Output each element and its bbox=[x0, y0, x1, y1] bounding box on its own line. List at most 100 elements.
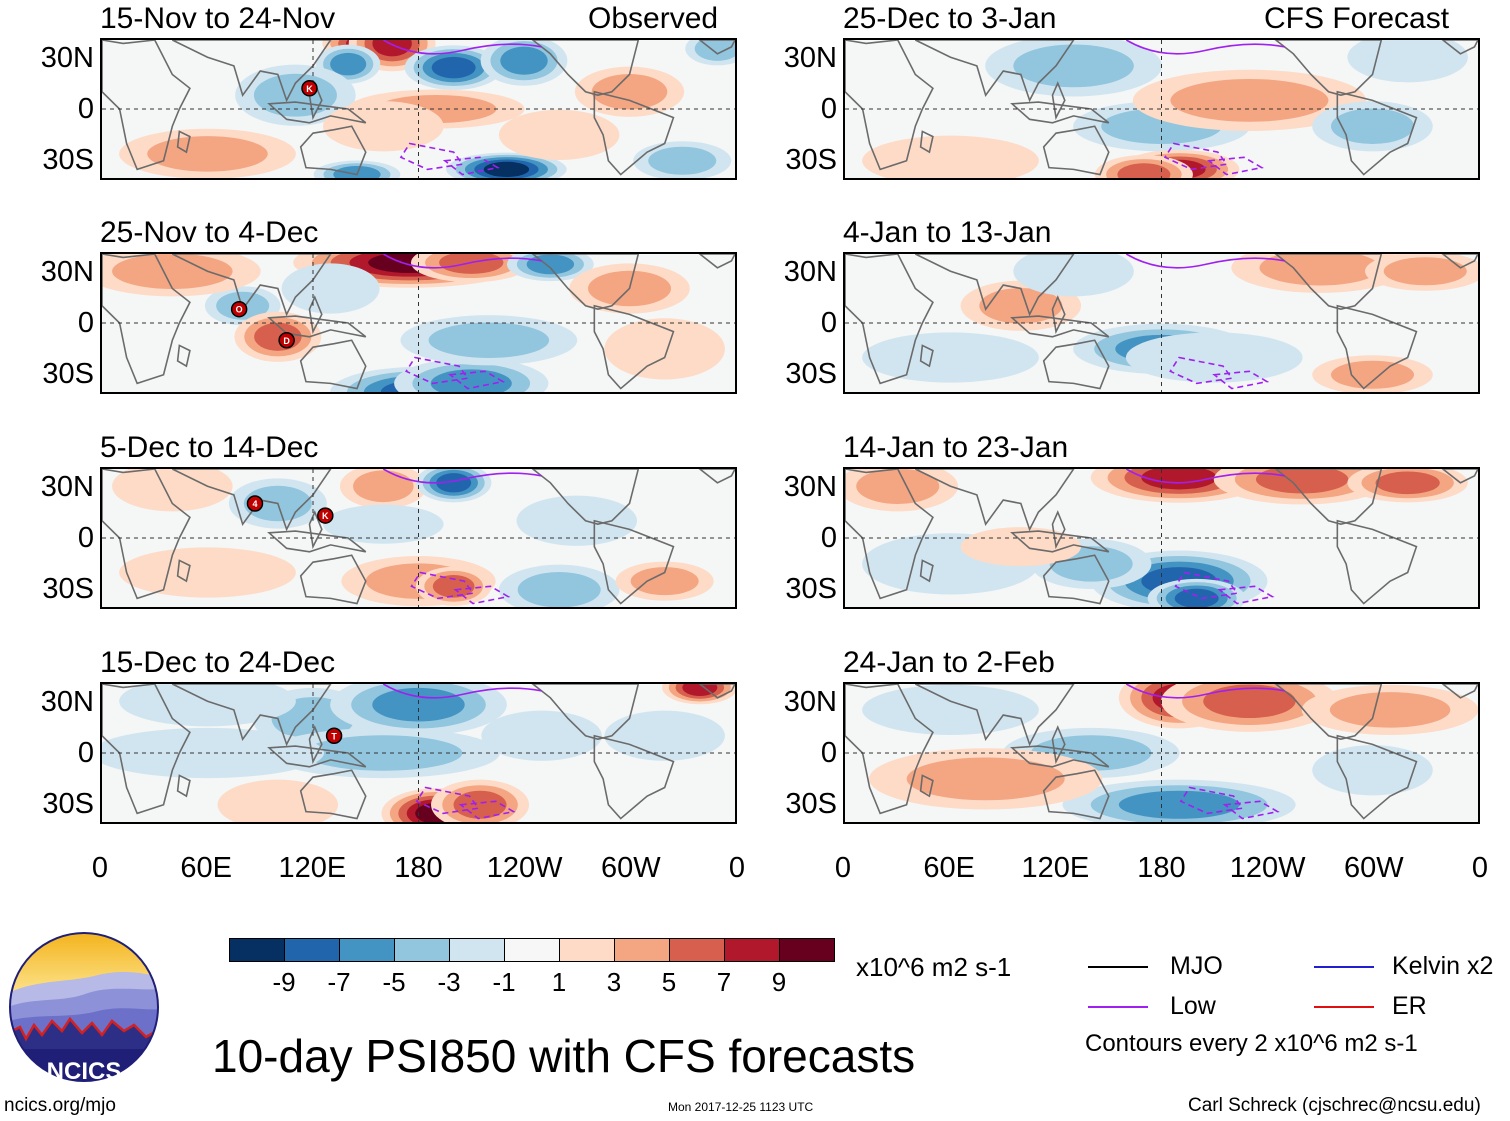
anomaly-contour bbox=[333, 166, 381, 178]
storm-label: K bbox=[306, 84, 313, 94]
latitude-label: 30N bbox=[40, 256, 94, 288]
anomaly-contour bbox=[119, 684, 296, 727]
storm-label: D bbox=[283, 336, 290, 346]
coastline bbox=[267, 101, 367, 124]
panel-title: 24-Jan to 2-Feb bbox=[843, 646, 1055, 679]
coastline bbox=[1051, 725, 1066, 765]
anomaly-contour bbox=[862, 684, 1039, 735]
anomaly-contour bbox=[1013, 254, 1134, 297]
latitude-label: 30N bbox=[40, 471, 94, 503]
coastline bbox=[299, 769, 367, 820]
colorbar-swatch bbox=[229, 938, 285, 962]
coastline bbox=[914, 469, 1075, 532]
longitude-label: 120W bbox=[486, 852, 563, 884]
anomaly-contour bbox=[323, 504, 444, 544]
coastline bbox=[299, 339, 367, 390]
anomaly-contour bbox=[428, 322, 550, 358]
panel-title: 15-Dec to 24-Dec bbox=[100, 646, 336, 679]
anomaly-contour bbox=[517, 572, 601, 607]
coastline bbox=[698, 40, 735, 55]
latitude-label: 30S bbox=[42, 788, 94, 820]
longitude-label: 120E bbox=[1021, 852, 1090, 884]
logo-text: NCICS bbox=[47, 1058, 122, 1083]
colorbar-tick-label: -9 bbox=[272, 967, 296, 997]
footer-credit: Carl Schreck (cjschrec@ncsu.edu) bbox=[1188, 1095, 1481, 1116]
panel-title: 5-Dec to 14-Dec bbox=[100, 431, 319, 464]
psi850-map-panel bbox=[843, 467, 1480, 609]
coastline bbox=[171, 469, 332, 532]
coastline bbox=[1010, 530, 1110, 553]
units-label: x10^6 m2 s-1 bbox=[856, 952, 1012, 982]
coastline bbox=[299, 125, 367, 176]
legend-low-line bbox=[1088, 1006, 1148, 1008]
anomaly-contour bbox=[856, 469, 940, 504]
psi850-map-panel: K bbox=[100, 38, 737, 180]
anomaly-contour bbox=[1375, 471, 1440, 495]
coastline bbox=[308, 510, 323, 550]
coastline bbox=[267, 530, 367, 553]
panel-title: 25-Dec to 3-Jan bbox=[843, 2, 1057, 35]
colorbar-tick-label: 1 bbox=[551, 967, 567, 997]
colorbar-tick-label: -7 bbox=[327, 967, 351, 997]
coastline bbox=[593, 304, 675, 390]
coastline bbox=[1051, 295, 1066, 335]
latitude-label: 30N bbox=[40, 686, 94, 718]
coastline bbox=[176, 774, 191, 798]
anomaly-contour bbox=[516, 495, 638, 546]
storm-marker: O bbox=[230, 300, 248, 318]
colorbar-tick-label: -5 bbox=[382, 967, 406, 997]
observed-header: Observed bbox=[588, 2, 719, 35]
latitude-label: 0 bbox=[77, 307, 94, 339]
storm-marker: K bbox=[317, 507, 334, 524]
coastline bbox=[308, 725, 323, 765]
latitude-label: 30S bbox=[785, 358, 837, 390]
colorbar-tick-label: 9 bbox=[771, 967, 787, 997]
coastline bbox=[1051, 81, 1066, 121]
anomaly-contour bbox=[1330, 360, 1415, 389]
anomaly-contour bbox=[682, 684, 718, 696]
coastline bbox=[1274, 40, 1383, 97]
coastline bbox=[1010, 745, 1110, 768]
longitude-label: 0 bbox=[728, 852, 746, 884]
low-contour-solid bbox=[382, 469, 542, 484]
anomaly-contour bbox=[102, 727, 324, 779]
coastline bbox=[299, 554, 367, 605]
coastline bbox=[1274, 254, 1383, 311]
colorbar-swatch bbox=[394, 938, 450, 962]
longitude-label: 180 bbox=[394, 852, 443, 884]
coastline bbox=[1051, 510, 1066, 550]
longitude-label: 120E bbox=[278, 852, 347, 884]
latitude-label: 0 bbox=[820, 93, 837, 125]
latitude-label: 0 bbox=[820, 522, 837, 554]
anomaly-contour bbox=[906, 757, 1065, 801]
colorbar-tick-label: 3 bbox=[606, 967, 622, 997]
latitude-label: 30S bbox=[42, 144, 94, 176]
anomaly-contour bbox=[648, 146, 717, 175]
psi850-map-panel bbox=[843, 682, 1480, 824]
colorbar-swatch bbox=[669, 938, 725, 962]
anomaly-contour bbox=[436, 473, 472, 493]
coastline bbox=[171, 684, 332, 747]
contour-note: Contours every 2 x10^6 m2 s-1 bbox=[1085, 1030, 1418, 1057]
footer-url[interactable]: ncics.org/mjo bbox=[4, 1095, 116, 1116]
latitude-label: 30N bbox=[783, 686, 837, 718]
longitude-label: 60W bbox=[601, 852, 661, 884]
storm-marker: 4 bbox=[246, 495, 264, 512]
coastline bbox=[1441, 254, 1478, 269]
panel-title: 4-Jan to 13-Jan bbox=[843, 216, 1052, 249]
anomaly-contour bbox=[1330, 108, 1415, 144]
anomaly-contour bbox=[1383, 257, 1467, 286]
anomaly-contour bbox=[1259, 254, 1380, 286]
low-contour-solid bbox=[1125, 684, 1285, 699]
coastline bbox=[919, 344, 934, 368]
anomaly-contour bbox=[630, 567, 699, 596]
anomaly-contour bbox=[604, 710, 725, 761]
anomaly-contour bbox=[1203, 684, 1296, 719]
colorbar-swatch bbox=[559, 938, 615, 962]
coastline bbox=[1336, 519, 1418, 605]
colorbar-swatch bbox=[504, 938, 560, 962]
low-contour-solid bbox=[382, 40, 542, 55]
storm-marker: D bbox=[278, 332, 295, 349]
coastline bbox=[1441, 469, 1478, 484]
